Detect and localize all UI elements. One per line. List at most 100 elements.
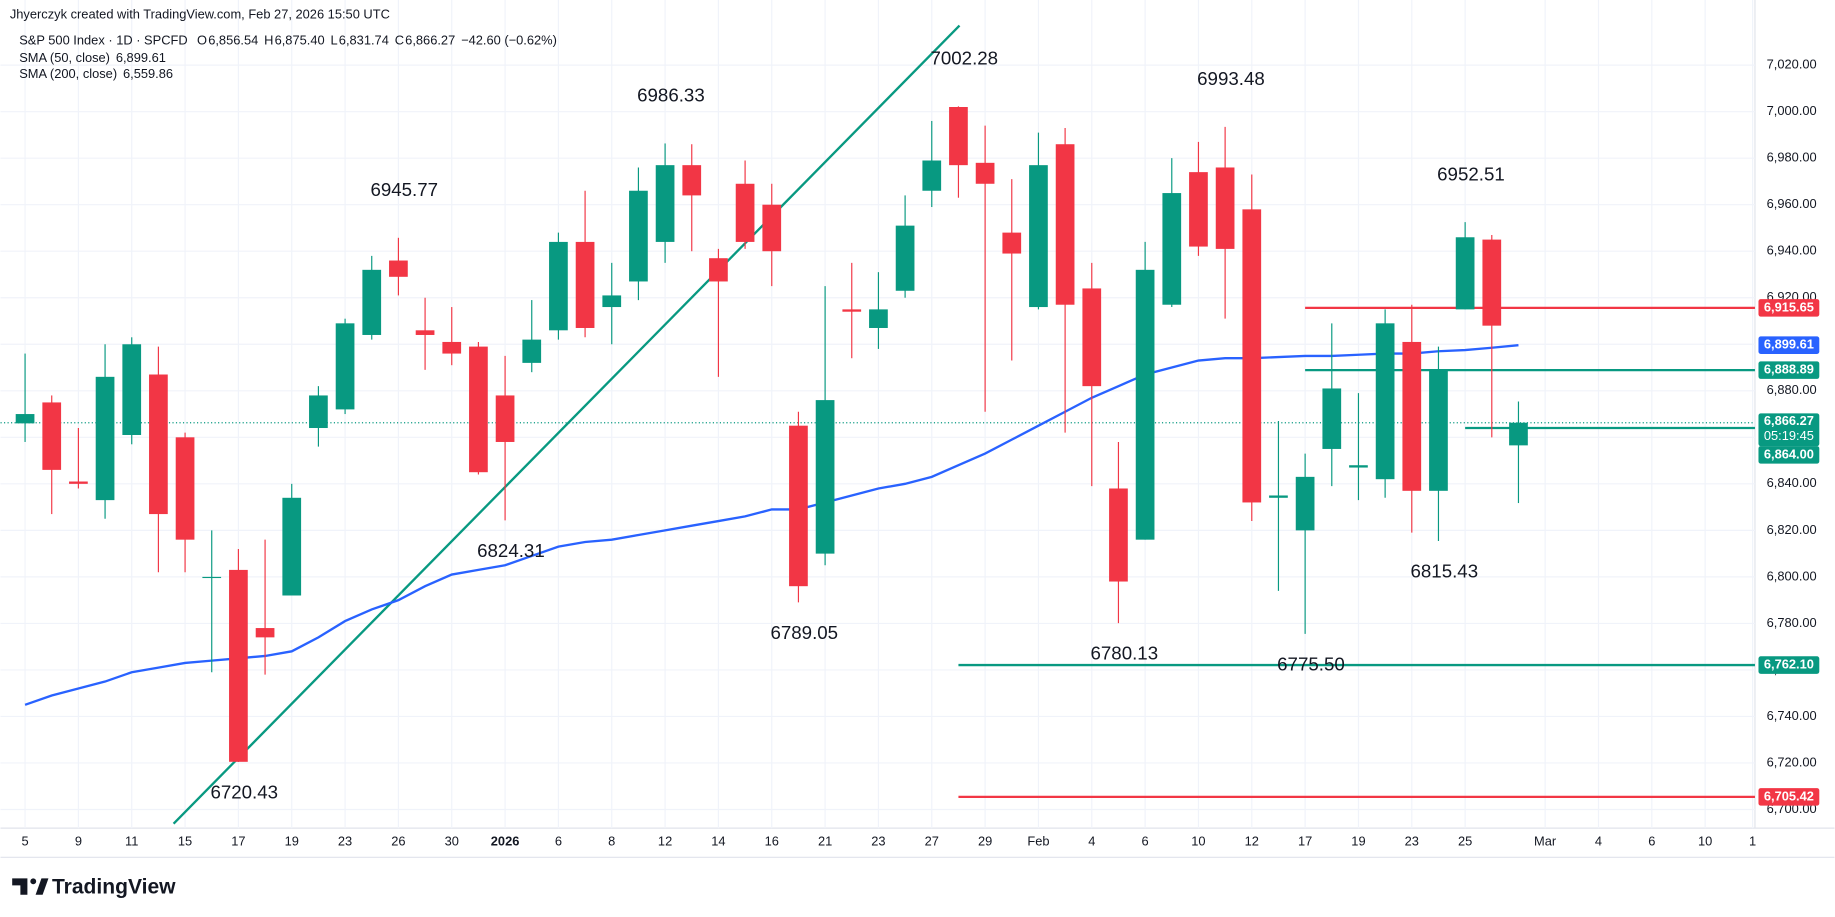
level-price-label: 6,915.65 — [1764, 299, 1814, 314]
x-tick-label: 4 — [1595, 834, 1602, 849]
symbol-title: S&P 500 Index · 1D · SPCFD — [19, 32, 187, 47]
candle-body — [949, 107, 968, 166]
x-tick-label: 4 — [1088, 834, 1095, 849]
candle-body — [895, 225, 915, 291]
draw-layer — [0, 24, 1755, 825]
ohlc-value: 6,875.40 — [275, 32, 325, 47]
candle-body — [1402, 341, 1422, 491]
candle-body — [922, 160, 942, 191]
level-price-label: 6,762.10 — [1764, 656, 1814, 671]
candle-body — [415, 330, 435, 335]
x-tick-label: 21 — [818, 834, 832, 849]
grid-layer — [0, 0, 1755, 829]
candle-body — [15, 414, 35, 424]
x-tick-label: 8 — [608, 834, 615, 849]
x-tick-label: 17 — [1298, 834, 1312, 849]
ohlc-key: L — [330, 32, 337, 47]
candle-body — [335, 323, 355, 410]
candle-body — [1295, 476, 1315, 531]
y-tick-label: 6,820.00 — [1767, 522, 1817, 537]
credit: Jhyerczyk created with TradingView.com, … — [10, 7, 390, 22]
candle-body — [42, 402, 62, 470]
candle-body — [1482, 239, 1502, 326]
y-tick-label: 6,880.00 — [1767, 382, 1817, 397]
candle-body — [1215, 167, 1235, 249]
y-tick-label: 7,020.00 — [1767, 57, 1817, 72]
candle-body — [655, 165, 675, 242]
candle-body — [1269, 495, 1288, 498]
y-tick-label: 6,840.00 — [1767, 475, 1817, 490]
price-annotation: 6945.77 — [370, 179, 438, 200]
sma-line — [24, 344, 1519, 706]
indicator-value: 6,559.86 — [123, 66, 173, 81]
price-annotation: 6824.31 — [477, 540, 545, 561]
candle-body — [735, 183, 755, 242]
x-tick-label: 1 — [1749, 834, 1756, 849]
logo-mark — [12, 878, 28, 895]
candle-body — [202, 576, 222, 579]
x-tick-label: 27 — [925, 834, 939, 849]
indicator-name: SMA (50, close) — [19, 50, 110, 65]
candle-body — [1082, 288, 1102, 387]
candle-body — [69, 481, 88, 484]
ohlc-value: 6,831.74 — [339, 32, 389, 47]
candle-body — [255, 628, 275, 638]
x-tick-label: 2026 — [491, 834, 520, 849]
x-tick-label: 23 — [1405, 834, 1419, 849]
current-price-box — [1758, 413, 1820, 447]
x-tick-label: 6 — [1648, 834, 1655, 849]
candle-body — [709, 258, 728, 282]
candle-body — [1509, 422, 1528, 446]
candle-body — [762, 204, 782, 252]
level-price-box — [1758, 299, 1820, 317]
y-tick-label: 6,740.00 — [1767, 708, 1817, 723]
x-tick-label: 12 — [1245, 834, 1259, 849]
candle-body — [442, 341, 462, 354]
candle-body — [149, 374, 168, 515]
x-tick-label: 17 — [231, 834, 245, 849]
price-annotation: 6986.33 — [637, 85, 705, 106]
candle-body — [575, 241, 595, 328]
candle-body — [282, 497, 302, 596]
candle-body — [122, 344, 142, 435]
y-tick-label: 6,940.00 — [1767, 243, 1817, 258]
price-annotation: 6775.50 — [1277, 653, 1345, 674]
candle-body — [602, 295, 622, 308]
x-tick-label: 9 — [75, 834, 82, 849]
price-annotation: 6815.43 — [1411, 561, 1479, 582]
candle-body — [495, 395, 515, 442]
current-price-label: 6,866.27 — [1764, 413, 1814, 428]
x-tick-label: 10 — [1191, 834, 1205, 849]
y-tick-label: 6,780.00 — [1767, 615, 1817, 630]
ohlc-key: C — [395, 32, 404, 47]
x-tick-label: 23 — [338, 834, 352, 849]
level-price-label: 6,705.42 — [1764, 788, 1814, 803]
candle-body — [842, 309, 862, 312]
x-tick-label: 23 — [871, 834, 885, 849]
price-annotation: 6789.05 — [770, 622, 838, 643]
candle-body — [1135, 269, 1155, 540]
candle-body — [1429, 369, 1448, 491]
candle-body — [629, 190, 648, 282]
level-price-label: 6,864.00 — [1764, 446, 1814, 461]
level-price-label: 6,888.89 — [1764, 362, 1814, 377]
level-price-box — [1758, 446, 1820, 464]
candle-body — [1002, 232, 1022, 254]
candle-body — [869, 309, 888, 328]
trend-line — [172, 24, 961, 825]
level-price-box — [1758, 788, 1820, 806]
y-tick-label: 6,800.00 — [1767, 568, 1817, 583]
logo-slash — [35, 878, 49, 895]
candle-body — [469, 346, 488, 473]
x-tick-label: 15 — [178, 834, 192, 849]
level-price-box — [1758, 361, 1820, 379]
indicator-name: SMA (200, close) — [19, 66, 117, 81]
level-price-box — [1758, 656, 1820, 674]
x-tick-label: 5 — [21, 834, 28, 849]
candle-body — [815, 400, 835, 554]
ohlc-key: O — [197, 32, 207, 47]
x-tick-label: 11 — [125, 834, 138, 849]
price-annotation: 6720.43 — [210, 781, 278, 802]
logo-dot — [30, 878, 37, 885]
